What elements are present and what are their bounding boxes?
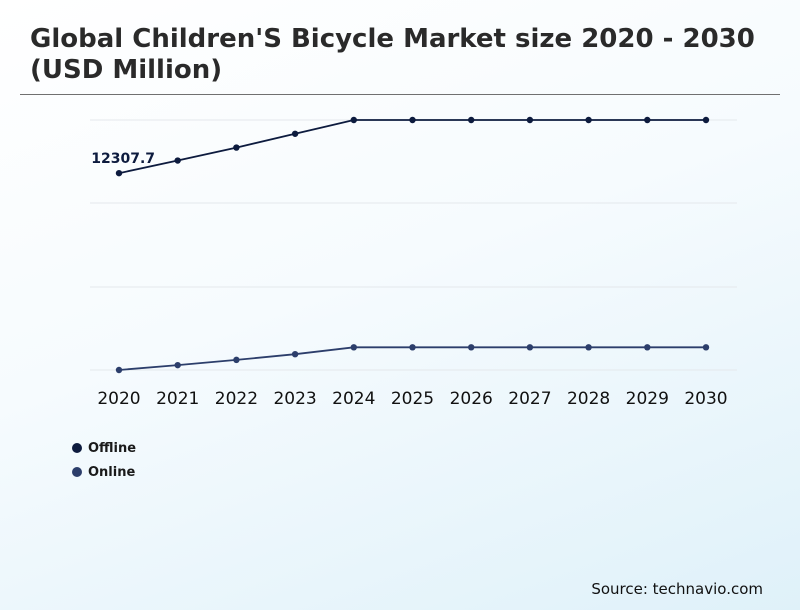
legend-label-online: Online <box>88 464 136 480</box>
data-point-offline-2027 <box>526 116 534 124</box>
x-tick-label-2024: 2024 <box>332 389 375 409</box>
data-point-online-2020 <box>115 366 123 374</box>
x-tick-label-2028: 2028 <box>567 389 610 409</box>
data-point-online-2021 <box>174 361 181 369</box>
data-point-online-2028 <box>585 344 592 351</box>
data-point-offline-2025 <box>409 116 416 124</box>
series-lines <box>118 119 706 371</box>
legend-marker-offline <box>72 443 82 453</box>
data-point-offline-2029 <box>644 116 651 124</box>
data-point-offline-2026 <box>468 116 475 124</box>
x-axis: 2020 2021 2022 2023 2024 2025 2026 2027 2028 2029… <box>97 389 727 409</box>
x-tick-label-2025: 2025 <box>391 389 434 409</box>
x-tick-label-2020: 2020 <box>97 389 140 409</box>
data-point-online-2027 <box>526 344 534 351</box>
data-point-online-2030 <box>702 344 710 351</box>
data-point-offline-2030 <box>702 116 710 124</box>
data-point-online-2029 <box>644 344 651 351</box>
legend-item-online[interactable]: Online <box>72 460 136 484</box>
data-point-online-2025 <box>409 344 416 351</box>
data-point-offline-2024 <box>350 116 357 124</box>
x-tick-label-2029: 2029 <box>626 389 669 409</box>
data-point-offline-2020 <box>115 169 123 177</box>
data-point-offline-2023 <box>291 130 299 137</box>
data-point-offline-2028 <box>585 116 592 124</box>
data-point-online-2022 <box>233 356 240 364</box>
data-point-offline-2022 <box>233 144 240 151</box>
legend-item-offline[interactable]: Offline <box>72 436 136 460</box>
x-tick-label-2023: 2023 <box>273 389 316 409</box>
data-point-offline-2021 <box>174 157 181 164</box>
x-tick-label-2030: 2030 <box>684 389 727 409</box>
data-point-online-2024 <box>350 344 357 351</box>
data-points <box>115 116 710 374</box>
legend: Offline Online <box>72 436 136 484</box>
data-point-online-2023 <box>291 350 299 358</box>
grid-lines <box>90 119 737 371</box>
annotations: 12307.7 <box>91 151 155 167</box>
x-tick-label-2027: 2027 <box>508 389 551 409</box>
x-tick-label-2022: 2022 <box>215 389 258 409</box>
title-divider <box>20 94 780 95</box>
x-tick-label-2021: 2021 <box>156 389 199 409</box>
legend-marker-online <box>72 467 82 477</box>
legend-label-offline: Offline <box>88 440 137 456</box>
series-line-offline <box>118 119 706 175</box>
series-line-online <box>118 346 706 371</box>
data-label-offline-2020: 12307.7 <box>91 151 155 167</box>
line-chart: 12307.7 2020 2021 2022 2023 2024 2025 2026 2027… <box>90 116 737 409</box>
source-credit: Source: technavio.com <box>591 580 763 598</box>
chart-title: Global Children'S Bicycle Market size 20… <box>30 24 755 85</box>
x-tick-label-2026: 2026 <box>450 389 493 409</box>
data-point-online-2026 <box>468 344 475 351</box>
